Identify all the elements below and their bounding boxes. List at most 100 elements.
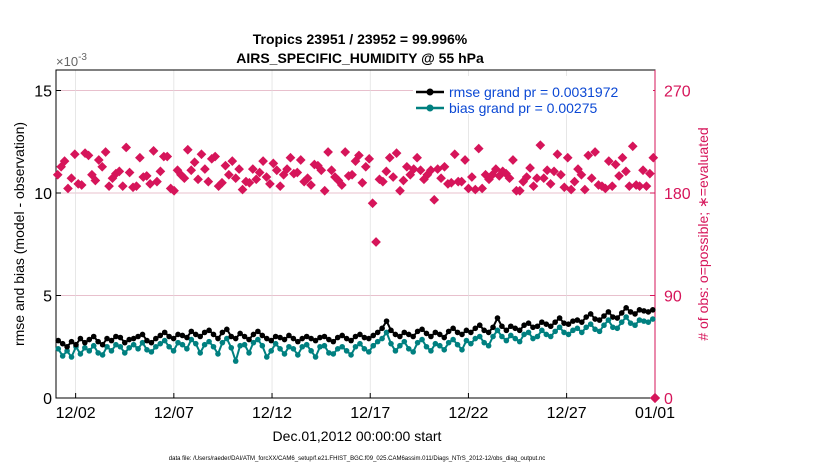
obs-evaluated-marker	[504, 173, 515, 184]
obs-evaluated-marker	[600, 183, 611, 194]
bias-series-point	[552, 328, 558, 335]
obs-evaluated-marker	[196, 149, 207, 160]
obs-evaluated-marker	[302, 173, 313, 184]
exponent-base: ×10	[56, 54, 78, 69]
obs-evaluated-marker	[562, 152, 573, 163]
rmse-series-point	[481, 327, 487, 334]
rmse-series-point	[104, 335, 110, 342]
rmse-series-point	[570, 318, 576, 324]
bias-series-point	[308, 348, 314, 354]
bias-series-point	[99, 352, 106, 358]
rmse-series-point	[139, 331, 146, 338]
rmse-series-point	[530, 324, 536, 331]
obs-evaluated-marker	[360, 161, 371, 172]
rmse-series-point	[343, 335, 350, 342]
rmse-series-point	[317, 334, 323, 341]
obs-evaluated-marker	[552, 149, 563, 160]
rmse-series-point	[552, 319, 558, 325]
ylabel-right: # of obs: o=possible; ∗=evaluated	[695, 127, 711, 340]
rmse-series-point	[499, 323, 505, 330]
rmse-series-point	[610, 314, 616, 320]
rmse-series-point	[95, 338, 101, 345]
bias-series-point	[153, 343, 159, 350]
bias-series-point	[645, 319, 652, 325]
bias-series-point	[206, 338, 212, 345]
bias-series-point	[104, 343, 110, 350]
rmse-series-point	[130, 335, 137, 342]
obs-evaluated-marker	[364, 153, 375, 164]
rmse-series-point	[641, 308, 647, 314]
obs-evaluated-marker	[271, 165, 282, 176]
obs-evaluated-marker	[275, 181, 286, 192]
bias-series-point	[578, 329, 585, 336]
obs-evaluated-marker	[90, 175, 101, 186]
bias-series-point	[618, 319, 625, 325]
obs-evaluated-marker	[268, 158, 279, 169]
bias-series-point	[277, 346, 283, 352]
obs-evaluated-marker	[278, 169, 289, 180]
bias-series-point	[388, 340, 394, 347]
bias-series-point	[543, 331, 550, 338]
obs-evaluated-marker	[220, 160, 231, 171]
obs-evaluated-marker	[634, 181, 645, 192]
obs-evaluated-marker	[148, 146, 159, 156]
obs-evaluated-marker	[532, 173, 542, 184]
bias-series-point	[255, 336, 261, 343]
obs-evaluated-marker	[645, 168, 655, 179]
bias-series-point	[623, 314, 629, 320]
rmse-series-point	[188, 328, 195, 335]
bias-series-point	[463, 337, 470, 344]
obs-evaluated-marker	[388, 172, 398, 182]
x-tick-label: 12/02	[56, 405, 96, 422]
bias-series-point	[649, 316, 656, 322]
bias-series-point	[228, 344, 235, 351]
bias-series-point	[246, 350, 252, 356]
bias-series-point	[95, 350, 101, 356]
obs-evaluated-marker	[282, 164, 292, 174]
rmse-series-point	[405, 331, 412, 338]
obs-evaluated-marker	[251, 174, 262, 185]
rmse-series-point	[82, 339, 88, 346]
rmse-series-point	[547, 323, 554, 330]
x-axis: 12/02 12/07 12/12 12/17 12/22 12/27 01/01	[56, 393, 675, 422]
bias-series-point	[121, 350, 128, 356]
obs-evaluated-marker	[100, 147, 111, 157]
obs-evaluated-marker	[261, 172, 272, 182]
rmse-series-point	[308, 335, 314, 342]
obs-evaluated-marker	[573, 164, 583, 174]
bias-series-point	[614, 325, 621, 332]
obs-evaluated-marker	[145, 179, 155, 189]
chart-title-line1: Tropics 23951 / 23952 = 99.996%	[253, 31, 468, 47]
obs-evaluated-marker	[97, 161, 108, 172]
bias-series-point	[139, 339, 146, 346]
rmse-series-point	[312, 337, 319, 344]
bias-series-point	[459, 347, 465, 353]
rmse-series-point	[144, 337, 150, 344]
footer-data-file: data file: /Users/raeder/DAI/ATM_forcXX/…	[169, 456, 545, 462]
obs-evaluated-marker	[323, 147, 333, 157]
left-tick-label: 5	[43, 289, 52, 306]
rmse-series-point	[601, 313, 607, 319]
obs-evaluated-marker	[648, 152, 659, 163]
obs-evaluated-marker	[566, 184, 576, 195]
bias-series-point	[219, 339, 226, 346]
bias-series-point	[405, 346, 412, 352]
rmse-series-point	[565, 321, 572, 328]
rmse-series-point	[432, 329, 439, 336]
rmse-series-point	[321, 333, 328, 340]
right-tick-label: 270	[664, 84, 691, 101]
obs-evaluated-marker	[326, 165, 337, 176]
legend-bias-marker	[426, 104, 434, 112]
rmse-series-point	[135, 333, 141, 340]
obs-evaluated-marker	[538, 173, 549, 184]
rmse-series-point	[232, 335, 239, 342]
rmse-series-point	[605, 309, 612, 315]
bias-series-point	[108, 348, 115, 354]
obs-evaluated-marker	[354, 150, 364, 161]
rmse-series-point	[512, 325, 519, 332]
xlabel: Dec.01,2012 00:00:00 start	[273, 428, 442, 444]
obs-evaluated-marker	[63, 183, 73, 194]
obs-evaluated-marker	[583, 150, 594, 161]
rmse-series-point	[450, 325, 456, 332]
